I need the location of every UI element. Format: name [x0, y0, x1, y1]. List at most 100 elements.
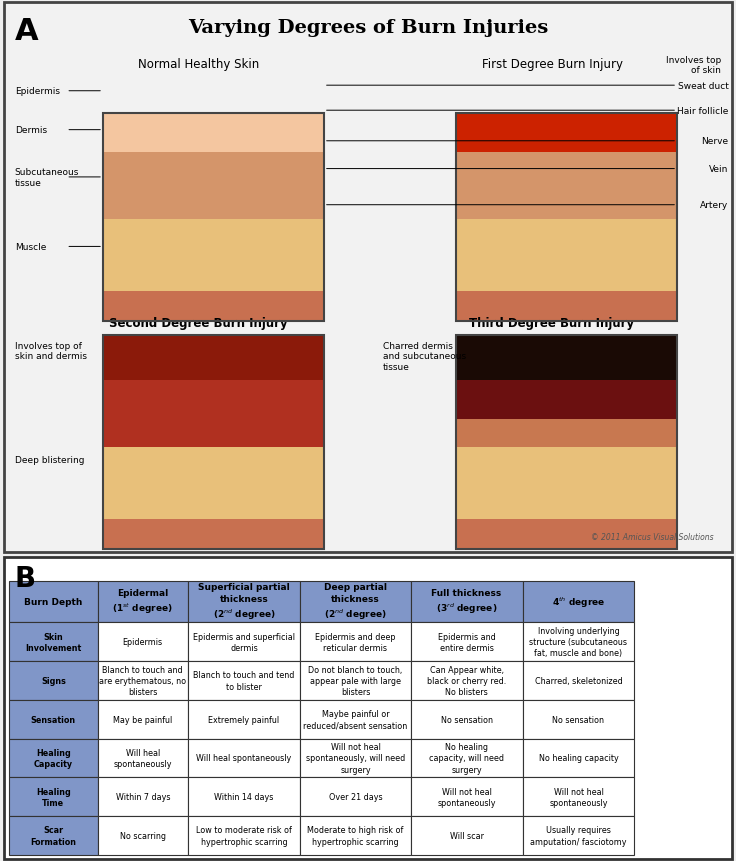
Text: Normal Healthy Skin: Normal Healthy Skin: [138, 59, 259, 71]
Bar: [300, 581, 411, 623]
Text: Epidermis and superficial
dermis: Epidermis and superficial dermis: [193, 632, 295, 652]
Text: Hair follicle: Hair follicle: [677, 107, 729, 115]
Text: Skin
Involvement: Skin Involvement: [25, 632, 82, 652]
Bar: [456, 336, 677, 381]
Bar: [456, 152, 677, 220]
Bar: [9, 739, 98, 777]
Text: Low to moderate risk of
hypertrophic scarring: Low to moderate risk of hypertrophic sca…: [196, 826, 292, 846]
Text: Burn Depth: Burn Depth: [24, 598, 82, 606]
Text: Blanch to touch and
are erythematous, no
blisters: Blanch to touch and are erythematous, no…: [99, 665, 186, 697]
Bar: [98, 700, 188, 739]
Text: 4$^{th}$ degree: 4$^{th}$ degree: [552, 595, 605, 609]
Bar: [103, 114, 324, 322]
Bar: [300, 739, 411, 777]
Text: Signs: Signs: [41, 676, 66, 685]
Bar: [456, 336, 677, 550]
Text: Charred dermis
and subcutaneous
tissue: Charred dermis and subcutaneous tissue: [383, 342, 466, 371]
Text: Sensation: Sensation: [31, 715, 76, 724]
Text: Over 21 days: Over 21 days: [329, 792, 382, 802]
Bar: [456, 447, 677, 519]
Bar: [188, 739, 300, 777]
Bar: [98, 661, 188, 700]
Text: Epidermal
(1$^{st}$ degree): Epidermal (1$^{st}$ degree): [113, 588, 173, 616]
Text: No healing
capacity, will need
surgery: No healing capacity, will need surgery: [429, 742, 504, 774]
Text: Maybe painful or
reduced/absent sensation: Maybe painful or reduced/absent sensatio…: [303, 709, 408, 729]
Bar: [411, 816, 523, 855]
Text: Will not heal
spontaneously, will need
surgery: Will not heal spontaneously, will need s…: [306, 742, 405, 774]
Text: Will not heal
spontaneously: Will not heal spontaneously: [549, 787, 608, 807]
Text: Deep partial
thickness
(2$^{nd}$ degree): Deep partial thickness (2$^{nd}$ degree): [324, 582, 387, 622]
Bar: [456, 114, 677, 152]
Bar: [98, 739, 188, 777]
Text: Deep blistering: Deep blistering: [15, 455, 84, 464]
Text: Moderate to high risk of
hypertrophic scarring: Moderate to high risk of hypertrophic sc…: [308, 826, 403, 846]
Bar: [456, 519, 677, 550]
Bar: [188, 581, 300, 623]
Text: Epidermis and
entire dermis: Epidermis and entire dermis: [438, 632, 495, 652]
Bar: [456, 292, 677, 322]
Bar: [188, 777, 300, 816]
Bar: [103, 336, 324, 381]
Text: © 2011 Amicus Visual Solutions: © 2011 Amicus Visual Solutions: [591, 532, 714, 542]
Text: Extremely painful: Extremely painful: [208, 715, 280, 724]
Bar: [9, 777, 98, 816]
Text: Nerve: Nerve: [701, 137, 729, 146]
Text: Will scar: Will scar: [450, 831, 484, 840]
Text: Involves top
of skin: Involves top of skin: [666, 55, 721, 75]
Bar: [411, 700, 523, 739]
Text: Epidermis: Epidermis: [123, 637, 163, 647]
Text: Superficial partial
thickness
(2$^{nd}$ degree): Superficial partial thickness (2$^{nd}$ …: [198, 582, 290, 622]
Text: Within 7 days: Within 7 days: [116, 792, 170, 802]
Text: Scar
Formation: Scar Formation: [30, 826, 77, 846]
Text: May be painful: May be painful: [113, 715, 172, 724]
Bar: [188, 623, 300, 661]
Text: Second Degree Burn Injury: Second Degree Burn Injury: [110, 317, 288, 330]
Text: Do not blanch to touch,
appear pale with large
blisters: Do not blanch to touch, appear pale with…: [308, 665, 403, 697]
Bar: [103, 292, 324, 322]
Text: Artery: Artery: [701, 201, 729, 210]
Bar: [411, 581, 523, 623]
Text: Full thickness
(3$^{rd}$ degree): Full thickness (3$^{rd}$ degree): [431, 588, 502, 616]
Bar: [523, 661, 634, 700]
Bar: [9, 661, 98, 700]
Text: Within 14 days: Within 14 days: [214, 792, 274, 802]
Bar: [300, 777, 411, 816]
Text: Epidermis: Epidermis: [15, 87, 60, 96]
Bar: [9, 700, 98, 739]
Bar: [411, 777, 523, 816]
Bar: [523, 623, 634, 661]
Bar: [411, 623, 523, 661]
Bar: [300, 661, 411, 700]
Bar: [523, 816, 634, 855]
Bar: [103, 381, 324, 447]
Text: Muscle: Muscle: [15, 243, 46, 251]
Bar: [103, 220, 324, 292]
Bar: [523, 739, 634, 777]
Text: Vein: Vein: [710, 165, 729, 174]
Bar: [98, 816, 188, 855]
Bar: [411, 661, 523, 700]
Bar: [300, 700, 411, 739]
Bar: [523, 581, 634, 623]
Bar: [523, 700, 634, 739]
Bar: [98, 581, 188, 623]
Bar: [456, 114, 677, 322]
Text: B: B: [15, 565, 36, 592]
Text: No scarring: No scarring: [120, 831, 166, 840]
Text: Can Appear white,
black or cherry red.
No blisters: Can Appear white, black or cherry red. N…: [427, 665, 506, 697]
Bar: [9, 581, 98, 623]
Bar: [188, 700, 300, 739]
Bar: [188, 661, 300, 700]
Text: Epidermis and deep
reticular dermis: Epidermis and deep reticular dermis: [315, 632, 396, 652]
Text: Will not heal
spontaneously: Will not heal spontaneously: [437, 787, 496, 807]
Text: Subcutaneous
tissue: Subcutaneous tissue: [15, 168, 79, 188]
Bar: [103, 519, 324, 550]
Text: Will heal
spontaneously: Will heal spontaneously: [113, 748, 172, 768]
Bar: [456, 419, 677, 447]
Text: Dermis: Dermis: [15, 126, 47, 135]
Bar: [9, 816, 98, 855]
Text: Sweat duct: Sweat duct: [678, 82, 729, 90]
Text: Involves top of
skin and dermis: Involves top of skin and dermis: [15, 342, 87, 361]
Text: Third Degree Burn Injury: Third Degree Burn Injury: [470, 317, 634, 330]
Text: No healing capacity: No healing capacity: [539, 753, 618, 763]
